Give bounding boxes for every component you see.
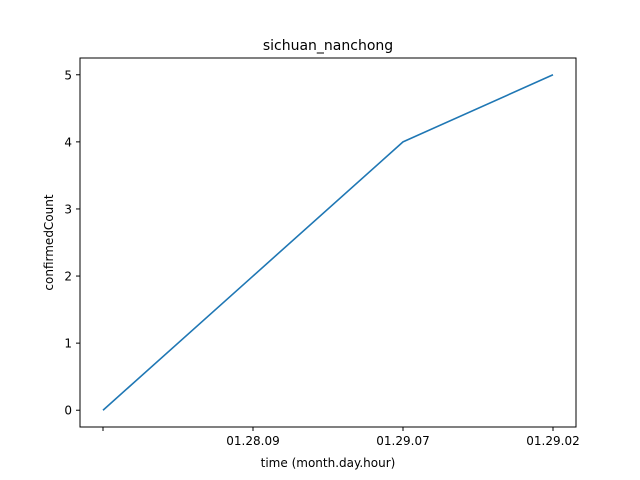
x-axis-label: time (month.day.hour) [261, 456, 396, 470]
y-tick-label: 1 [64, 337, 72, 351]
y-tick-label: 2 [64, 270, 72, 284]
y-tick-label: 4 [64, 135, 72, 149]
series-group [102, 74, 554, 411]
y-tick-label: 5 [64, 68, 72, 82]
x-tick-label: 01.29.02 [526, 434, 579, 448]
y-axis-label: confirmedCount [42, 194, 56, 290]
plot-area-frame [79, 57, 577, 428]
y-axis-ticks: 0 1 2 3 4 5 [64, 68, 80, 418]
series-line [102, 74, 554, 411]
y-tick-label: 0 [64, 404, 72, 418]
x-tick-label: 01.29.07 [376, 434, 429, 448]
x-tick-label: 01.28.09 [226, 434, 279, 448]
chart-title: sichuan_nanchong [263, 38, 393, 54]
y-tick-label: 3 [64, 202, 72, 216]
x-axis-ticks: 01.28.09 01.29.07 01.29.02 [102, 427, 580, 448]
